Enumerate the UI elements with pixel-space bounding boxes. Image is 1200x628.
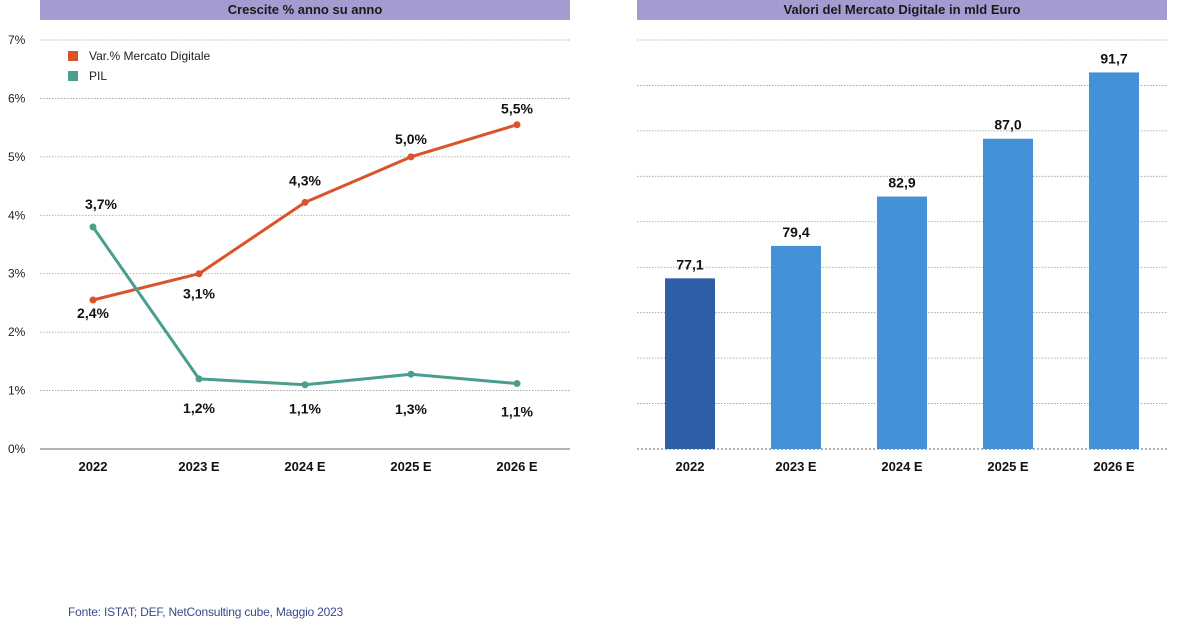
y-tick-label: 2% xyxy=(8,325,26,339)
bar xyxy=(665,278,715,449)
line-chart-title: Crescite % anno su anno xyxy=(40,0,570,20)
x-tick-label: 2024 E xyxy=(881,459,923,474)
data-point xyxy=(407,370,415,378)
data-point xyxy=(301,381,309,389)
bar-chart-panel: Valori del Mercato Digitale in mld Euro xyxy=(637,0,1167,470)
y-tick-label: 4% xyxy=(8,208,26,222)
x-tick-label: 2026 E xyxy=(496,459,538,474)
data-label: 91,7 xyxy=(1100,50,1127,66)
data-label: 79,4 xyxy=(782,224,809,240)
data-label: 1,1% xyxy=(501,404,533,420)
data-point xyxy=(513,380,521,388)
data-point xyxy=(407,153,415,161)
source-note: Fonte: ISTAT; DEF, NetConsulting cube, M… xyxy=(68,605,344,619)
y-tick-label: 7% xyxy=(8,33,26,47)
data-point xyxy=(513,121,521,129)
data-label: 1,1% xyxy=(289,401,321,417)
data-point xyxy=(89,296,97,304)
x-tick-label: 2025 E xyxy=(390,459,432,474)
data-label: 77,1 xyxy=(676,256,703,272)
x-tick-label: 2023 E xyxy=(775,459,817,474)
data-label: 1,3% xyxy=(395,401,427,417)
data-point xyxy=(301,198,309,206)
x-tick-label: 2022 xyxy=(676,459,705,474)
data-label: 5,0% xyxy=(395,131,427,147)
legend-label: PIL xyxy=(89,69,107,83)
data-point xyxy=(195,375,203,383)
y-tick-label: 6% xyxy=(8,91,26,105)
data-label: 2,4% xyxy=(77,305,109,321)
data-label: 5,5% xyxy=(501,101,533,117)
bar-chart-title: Valori del Mercato Digitale in mld Euro xyxy=(637,0,1167,20)
legend-label: Var.% Mercato Digitale xyxy=(89,49,210,63)
y-tick-label: 5% xyxy=(8,150,26,164)
data-point xyxy=(89,223,97,231)
bar xyxy=(983,138,1033,450)
data-point xyxy=(195,270,203,278)
data-label: 1,2% xyxy=(183,400,215,416)
bar xyxy=(1089,72,1139,449)
bar xyxy=(771,245,821,449)
data-label: 3,7% xyxy=(85,196,117,212)
x-tick-label: 2024 E xyxy=(284,459,326,474)
line-chart-panel: Crescite % anno su anno xyxy=(40,0,570,470)
x-tick-label: 2022 xyxy=(79,459,108,474)
legend-swatch xyxy=(68,51,78,61)
y-tick-label: 3% xyxy=(8,267,26,281)
data-label: 82,9 xyxy=(888,175,915,191)
x-tick-label: 2023 E xyxy=(178,459,220,474)
legend-swatch xyxy=(68,71,78,81)
x-tick-label: 2025 E xyxy=(987,459,1029,474)
bar xyxy=(877,196,927,449)
y-tick-label: 0% xyxy=(8,442,26,456)
data-label: 4,3% xyxy=(289,172,321,188)
y-tick-label: 1% xyxy=(8,384,26,398)
x-tick-label: 2026 E xyxy=(1093,459,1135,474)
data-label: 87,0 xyxy=(994,117,1021,133)
data-label: 3,1% xyxy=(183,286,215,302)
